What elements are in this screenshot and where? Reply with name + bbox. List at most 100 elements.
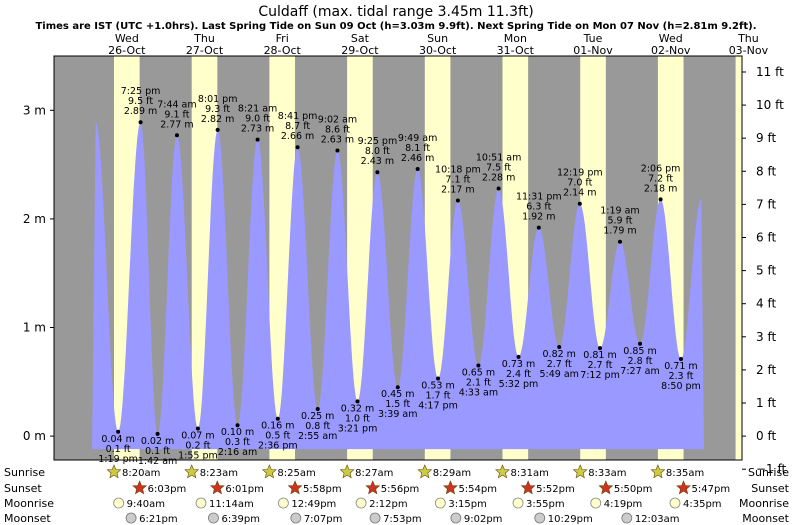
tide-feet: 0.5 ft [265,431,290,442]
tide-feet: 7.1 ft [445,174,470,185]
day-name: Wed [115,32,139,45]
sunset-time: 6:03pm [148,484,187,495]
moonrise-time: 3:55pm [526,499,565,510]
moonrise-icon [669,497,681,509]
moonset-icon [125,512,137,524]
right-tick-label: 2 ft [756,363,776,377]
right-tick-label: 0 ft [756,429,776,443]
tide-time-or-height: 8:21 am [238,104,277,115]
day-name: Sat [351,32,370,45]
moonset-time: 12:03am [635,514,680,525]
tide-point [215,127,220,132]
tide-feet: 9.5 ft [128,96,153,107]
tide-feet: 2.4 ft [506,369,531,380]
tide-time-or-height: 0.82 m [543,349,576,360]
right-tick-label: 7 ft [756,197,776,211]
tide-feet: 7.5 ft [486,162,511,173]
tide-point [255,137,260,142]
low-tide-label: 0.07 m0.2 ft1:55 pm [178,426,218,462]
day-labels: Wed26-OctThu27-OctFri28-OctSat29-OctSun3… [108,32,768,57]
tide-time-or-height: 0.32 m [341,403,374,414]
tide-feet: 1.0 ft [345,413,370,424]
sunset-icon [365,480,381,495]
right-tick-label: −1 ft [756,462,787,476]
tide-time-or-height: 0.45 m [381,389,414,400]
moonrise-time: 4:35pm [683,499,722,510]
sunrise-icon [106,464,122,479]
tide-height-or-time: 8:50 pm [661,381,701,392]
tide-point [658,197,663,202]
row-label-left: Sunrise [4,466,45,479]
tide-height-or-time: 2.66 m [281,131,314,142]
daylight-band [735,56,742,460]
tide-area [92,122,704,450]
high-tide-label: 7:25 pm9.5 ft2.89 m [121,86,160,125]
tide-point [335,148,340,153]
tide-height-or-time: 1.92 m [522,212,555,223]
tide-height-or-time: 5:32 pm [499,379,539,390]
high-tide-label: 12:19 pm7.0 ft2.14 m [557,168,603,206]
tide-height-or-time: 2:36 pm [258,441,298,452]
row-label-right: Sunrise [748,466,789,479]
day-name: Tue [583,32,603,45]
tide-feet: 0.1 ft [145,446,170,457]
right-tick-label: 9 ft [756,131,776,145]
tide-time-or-height: 9:25 pm [358,136,398,147]
tide-time-or-height: 10:51 am [476,152,521,163]
sunrise-time: 8:23am [200,468,238,479]
tide-time-or-height: 0.53 m [421,381,454,392]
row-label-left: Moonset [4,512,51,525]
tide-point [235,423,240,428]
moonrise-icon [277,497,289,509]
tide-point [116,429,121,434]
sunset-time: 5:56pm [381,484,420,495]
tide-time-or-height: 0.73 m [502,359,535,370]
moonset-time: 6:21pm [139,514,178,525]
tide-feet: 2.1 ft [466,378,491,389]
tide-point [476,363,481,368]
tide-time-or-height: 7:44 am [157,99,196,110]
high-tide-label: 8:21 am9.0 ft2.73 m [238,104,277,142]
tide-feet: 2.8 ft [628,356,653,367]
tide-time-or-height: 9:49 am [398,133,437,144]
tide-height-or-time: 1.79 m [603,226,636,237]
tide-height-or-time: 7:12 pm [580,370,620,381]
low-tide-label: 0.10 m0.3 ft2:16 am [218,423,257,458]
tide-feet: 2.7 ft [547,359,572,370]
moonrise-time: 12:49pm [291,499,336,510]
tide-height-or-time: 2.73 m [241,124,274,135]
sunrise-time: 8:35am [666,468,704,479]
tide-time-or-height: 1:19 am [600,206,639,217]
day-date: 28-Oct [264,44,302,57]
low-tide-label: 0.65 m2.1 ft4:33 am [459,363,498,399]
sunset-time: 5:54pm [458,484,497,495]
tide-point [436,376,441,381]
tide-point [195,426,200,431]
tide-height-or-time: 2.17 m [441,184,474,195]
tide-feet: 9.3 ft [205,104,230,115]
tide-time-or-height: 2:06 pm [641,163,681,174]
tide-feet: 7.0 ft [567,178,592,189]
moonrise-icon [590,497,602,509]
tide-height-or-time: 2.77 m [160,119,193,130]
high-tide-label: 7:44 am9.1 ft2.77 m [157,99,197,138]
row-label-right: Moonset [742,512,789,525]
tide-time-or-height: 12:19 pm [557,168,603,179]
low-tide-label: 0.85 m2.8 ft7:27 am [620,341,660,377]
sunset-icon [132,480,148,495]
high-tide-label: 1:19 am5.9 ft1.79 m [600,206,640,244]
right-tick-label: 1 ft [756,396,776,410]
sunrise-time: 8:31am [511,468,549,479]
tide-height-or-time: 2.63 m [321,134,354,145]
moonset-icon [290,512,302,524]
left-tick-label: 2 m [23,212,46,226]
left-tick-label: 0 m [23,429,46,443]
right-tick-label: 10 ft [756,98,784,112]
row-label-left: Moonrise [4,497,54,510]
row-label-right: Sunset [751,482,789,495]
tide-feet: 0.3 ft [225,437,250,448]
plot-frame [53,55,743,461]
moonset-icon [621,512,633,524]
day-name: Thu [737,32,759,45]
day-date: 01-Nov [573,44,613,57]
